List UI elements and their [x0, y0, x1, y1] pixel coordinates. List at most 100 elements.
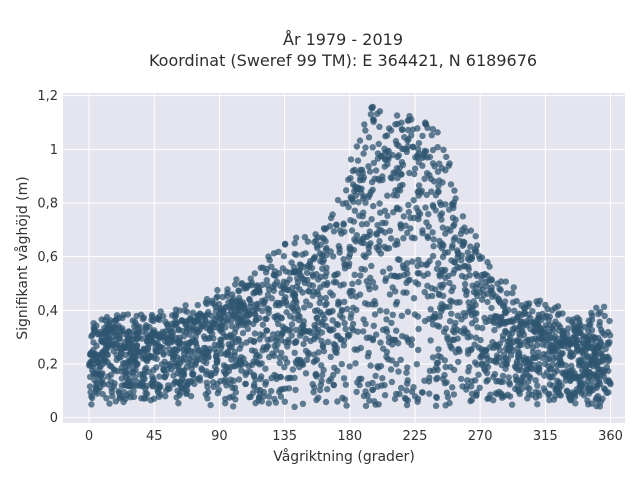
- data-point: [565, 325, 572, 332]
- data-point: [209, 330, 216, 338]
- data-point: [580, 340, 587, 348]
- data-point: [451, 221, 458, 228]
- data-point: [319, 265, 326, 272]
- data-point: [382, 219, 389, 227]
- data-point: [263, 343, 271, 350]
- data-point: [521, 309, 528, 316]
- data-point: [376, 237, 383, 245]
- data-point: [387, 235, 395, 242]
- data-point: [376, 123, 383, 130]
- data-point: [177, 360, 184, 367]
- data-point: [430, 236, 437, 243]
- data-point: [156, 335, 164, 342]
- data-point: [208, 299, 216, 307]
- data-point: [355, 278, 362, 286]
- data-point: [219, 293, 226, 301]
- data-point: [279, 265, 287, 272]
- data-point: [188, 348, 195, 355]
- data-point: [450, 284, 457, 291]
- data-point: [104, 351, 111, 359]
- data-point: [461, 239, 468, 246]
- x-axis-label: Vågriktning (grader): [273, 448, 415, 465]
- data-point: [408, 336, 416, 343]
- data-point: [86, 373, 94, 381]
- data-point: [130, 369, 137, 376]
- data-point: [348, 195, 355, 202]
- data-point: [343, 402, 350, 409]
- data-point: [415, 182, 423, 189]
- tick-labels: 0 45 90 135 180 225 270 315 360 0 0,2 0,4 0,6 0,8 1 1,2: [37, 89, 623, 444]
- data-point: [351, 271, 358, 278]
- data-point: [581, 392, 588, 399]
- data-point: [542, 322, 550, 329]
- data-point: [396, 187, 404, 194]
- data-point: [592, 371, 600, 379]
- data-point: [478, 296, 486, 303]
- data-point: [411, 170, 418, 178]
- data-point: [468, 378, 475, 385]
- data-point: [502, 278, 509, 285]
- data-point: [310, 389, 317, 396]
- data-point: [213, 294, 220, 301]
- data-point: [525, 378, 532, 385]
- data-point: [291, 268, 298, 275]
- data-point: [96, 328, 103, 336]
- data-point: [384, 192, 391, 199]
- data-point: [133, 312, 140, 320]
- data-point: [311, 384, 318, 391]
- data-point: [432, 314, 439, 321]
- data-point: [139, 379, 146, 387]
- data-point: [476, 384, 483, 391]
- data-point: [204, 395, 211, 402]
- data-point: [554, 311, 562, 319]
- data-point: [306, 281, 313, 288]
- data-point: [440, 146, 447, 153]
- data-point: [426, 390, 433, 397]
- data-point: [366, 228, 373, 235]
- data-point: [385, 356, 392, 363]
- data-point: [361, 233, 368, 240]
- data-point: [532, 394, 540, 401]
- data-point: [577, 356, 584, 364]
- data-point: [559, 336, 566, 344]
- data-point: [278, 314, 285, 321]
- data-point: [447, 181, 455, 188]
- data-point: [389, 311, 396, 318]
- data-point: [178, 384, 185, 392]
- data-point: [534, 321, 542, 329]
- data-point: [292, 326, 300, 334]
- data-point: [407, 225, 414, 232]
- data-point: [90, 326, 98, 333]
- data-point: [205, 353, 212, 360]
- data-point: [353, 306, 360, 314]
- data-point: [125, 362, 132, 369]
- data-point: [492, 390, 500, 397]
- data-point: [451, 266, 458, 274]
- data-point: [232, 281, 239, 288]
- data-point: [579, 372, 586, 380]
- data-point: [435, 182, 442, 190]
- data-point: [531, 327, 538, 335]
- data-point: [338, 360, 345, 368]
- data-point: [509, 318, 517, 326]
- data-point: [585, 401, 592, 408]
- data-point: [365, 349, 372, 357]
- data-point: [595, 335, 602, 342]
- data-point: [395, 368, 402, 375]
- data-point: [535, 361, 543, 368]
- data-point: [195, 347, 202, 354]
- data-point: [442, 363, 449, 371]
- data-point: [433, 265, 441, 272]
- data-point: [520, 372, 527, 380]
- data-point: [393, 327, 400, 334]
- data-point: [263, 277, 270, 284]
- data-point: [501, 298, 509, 305]
- data-point: [105, 337, 113, 345]
- data-point: [139, 374, 147, 382]
- data-point: [468, 255, 475, 262]
- data-point: [214, 390, 221, 397]
- data-point: [596, 344, 603, 352]
- data-point: [389, 341, 396, 348]
- data-point: [187, 392, 195, 400]
- data-point: [444, 394, 452, 401]
